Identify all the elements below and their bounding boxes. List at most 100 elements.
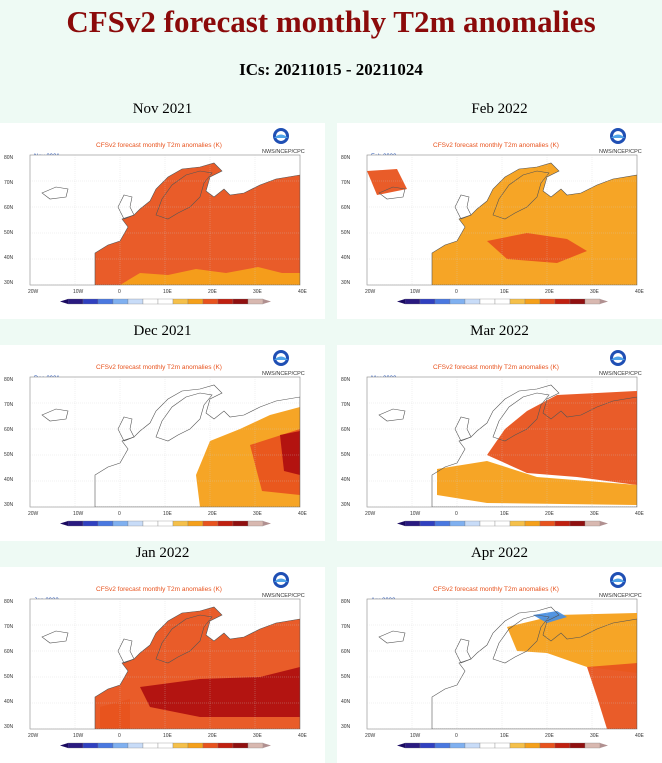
lon-label: 40E <box>298 733 308 739</box>
map-credit: NWS/NCEP/CPC <box>599 593 642 599</box>
lat-label: 40N <box>341 255 351 261</box>
lon-label: 10W <box>73 511 84 517</box>
lon-label: 20W <box>365 733 376 739</box>
panel-label: Mar 2022 <box>470 323 529 339</box>
panel-label: Feb 2022 <box>471 101 528 117</box>
lon-label: 0 <box>118 733 121 739</box>
lon-label: 0 <box>118 511 121 517</box>
lon-label: 0 <box>455 289 458 295</box>
map-credit: NWS/NCEP/CPC <box>262 371 305 377</box>
lon-label: 10E <box>163 511 173 517</box>
lon-label: 20E <box>545 511 555 517</box>
lon-label: 20E <box>208 289 218 295</box>
map-canvas: CFSv2 forecast monthly T2m anomalies (K)… <box>341 128 645 305</box>
anomaly-map: CFSv2 forecast monthly T2m anomalies (K)… <box>0 567 325 763</box>
map-credit: NWS/NCEP/CPC <box>599 149 642 155</box>
lat-label: 60N <box>4 427 14 433</box>
lon-label: 10W <box>410 733 421 739</box>
lat-label: 50N <box>341 674 351 680</box>
lat-label: 70N <box>341 180 351 186</box>
map-canvas: CFSv2 forecast monthly T2m anomalies (K)… <box>341 350 645 527</box>
noaa-logo-icon <box>610 572 626 588</box>
lat-label: 30N <box>341 280 351 286</box>
lat-label: 50N <box>4 674 14 680</box>
lon-label: 30E <box>590 733 600 739</box>
map-header: CFSv2 forecast monthly T2m anomalies (K) <box>433 364 559 371</box>
page-subtitle: ICs: 20211015 - 20211024 <box>239 60 423 79</box>
lat-label: 40N <box>4 255 14 261</box>
map-header: CFSv2 forecast monthly T2m anomalies (K) <box>96 142 222 149</box>
lon-label: 10E <box>500 733 510 739</box>
anomaly-map: CFSv2 forecast monthly T2m anomalies (K)… <box>337 123 662 319</box>
lat-label: 80N <box>341 155 351 161</box>
lon-label: 40E <box>298 511 308 517</box>
lat-label: 40N <box>4 699 14 705</box>
noaa-logo-icon <box>610 128 626 144</box>
lat-label: 50N <box>341 452 351 458</box>
lon-label: 20E <box>545 289 555 295</box>
map-canvas: CFSv2 forecast monthly T2m anomalies (K)… <box>4 350 308 527</box>
lon-label: 20W <box>28 733 39 739</box>
lat-label: 30N <box>4 724 14 730</box>
lat-label: 40N <box>341 477 351 483</box>
lon-label: 0 <box>455 733 458 739</box>
colorbar <box>60 742 271 749</box>
map-header: CFSv2 forecast monthly T2m anomalies (K) <box>433 586 559 593</box>
lat-label: 80N <box>4 155 14 161</box>
lon-label: 40E <box>635 289 645 295</box>
lon-label: 30E <box>253 733 263 739</box>
anomaly-map: CFSv2 forecast monthly T2m anomalies (K)… <box>0 345 325 541</box>
noaa-logo-icon <box>273 350 289 366</box>
lon-label: 30E <box>590 289 600 295</box>
lon-label: 20W <box>28 511 39 517</box>
colorbar <box>397 742 608 749</box>
lon-label: 10W <box>73 733 84 739</box>
lon-label: 20W <box>365 289 376 295</box>
lon-label: 10E <box>500 289 510 295</box>
lat-label: 80N <box>4 599 14 605</box>
lat-label: 40N <box>341 699 351 705</box>
lat-label: 70N <box>341 624 351 630</box>
map-canvas: CFSv2 forecast monthly T2m anomalies (K)… <box>4 128 308 305</box>
map-credit: NWS/NCEP/CPC <box>599 371 642 377</box>
lon-label: 20E <box>545 733 555 739</box>
lon-label: 20E <box>208 511 218 517</box>
lat-label: 50N <box>4 452 14 458</box>
lon-label: 10W <box>410 289 421 295</box>
lat-label: 60N <box>4 205 14 211</box>
lon-label: 30E <box>590 511 600 517</box>
panel-label: Nov 2021 <box>132 101 193 117</box>
lon-label: 20W <box>365 511 376 517</box>
noaa-logo-icon <box>273 572 289 588</box>
lon-label: 10E <box>163 733 173 739</box>
lon-label: 40E <box>635 733 645 739</box>
lat-label: 70N <box>341 402 351 408</box>
lat-label: 30N <box>4 280 14 286</box>
map-header: CFSv2 forecast monthly T2m anomalies (K) <box>433 142 559 149</box>
noaa-logo-icon <box>273 128 289 144</box>
lon-label: 40E <box>298 289 308 295</box>
lat-label: 60N <box>341 427 351 433</box>
map-canvas: CFSv2 forecast monthly T2m anomalies (K)… <box>4 572 308 749</box>
lat-label: 80N <box>341 377 351 383</box>
map-header: CFSv2 forecast monthly T2m anomalies (K) <box>96 364 222 371</box>
anomaly-map: CFSv2 forecast monthly T2m anomalies (K)… <box>0 123 325 319</box>
map-header: CFSv2 forecast monthly T2m anomalies (K) <box>96 586 222 593</box>
panel-label: Dec 2021 <box>133 323 192 339</box>
noaa-logo-icon <box>610 350 626 366</box>
lon-label: 20W <box>28 289 39 295</box>
lat-label: 80N <box>341 599 351 605</box>
lon-label: 20E <box>208 733 218 739</box>
lat-label: 30N <box>341 724 351 730</box>
page-title: CFSv2 forecast monthly T2m anomalies <box>66 4 596 39</box>
map-credit: NWS/NCEP/CPC <box>262 149 305 155</box>
lon-label: 10E <box>163 289 173 295</box>
map-credit: NWS/NCEP/CPC <box>262 593 305 599</box>
lat-label: 60N <box>341 205 351 211</box>
lon-label: 40E <box>635 511 645 517</box>
map-canvas: CFSv2 forecast monthly T2m anomalies (K)… <box>341 572 645 749</box>
colorbar <box>60 298 271 305</box>
lat-label: 80N <box>4 377 14 383</box>
lon-label: 10W <box>410 511 421 517</box>
lon-label: 0 <box>118 289 121 295</box>
